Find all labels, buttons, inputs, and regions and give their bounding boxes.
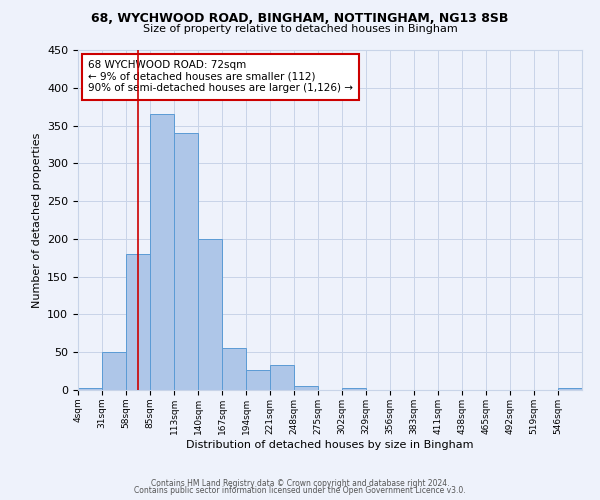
Bar — [342, 388, 366, 390]
Text: 68, WYCHWOOD ROAD, BINGHAM, NOTTINGHAM, NG13 8SB: 68, WYCHWOOD ROAD, BINGHAM, NOTTINGHAM, … — [91, 12, 509, 26]
Y-axis label: Number of detached properties: Number of detached properties — [32, 132, 41, 308]
X-axis label: Distribution of detached houses by size in Bingham: Distribution of detached houses by size … — [186, 440, 474, 450]
Text: Contains public sector information licensed under the Open Government Licence v3: Contains public sector information licen… — [134, 486, 466, 495]
Text: Size of property relative to detached houses in Bingham: Size of property relative to detached ho… — [143, 24, 457, 34]
Bar — [246, 370, 270, 390]
Bar — [270, 365, 294, 390]
Bar — [126, 254, 150, 390]
Bar — [198, 239, 222, 390]
Bar — [78, 388, 102, 390]
Bar — [294, 386, 318, 390]
Bar — [174, 133, 198, 390]
Text: Contains HM Land Registry data © Crown copyright and database right 2024.: Contains HM Land Registry data © Crown c… — [151, 478, 449, 488]
Bar — [102, 352, 126, 390]
Bar — [222, 348, 246, 390]
Text: 68 WYCHWOOD ROAD: 72sqm
← 9% of detached houses are smaller (112)
90% of semi-de: 68 WYCHWOOD ROAD: 72sqm ← 9% of detached… — [88, 60, 353, 94]
Bar — [558, 388, 582, 390]
Bar — [150, 114, 174, 390]
